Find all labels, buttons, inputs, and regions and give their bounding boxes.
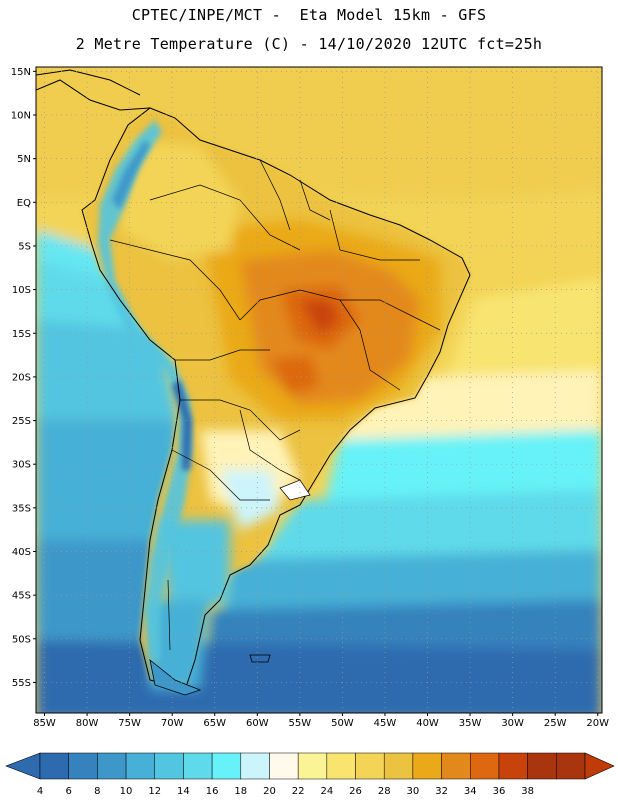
colorbar-swatch xyxy=(527,752,557,780)
map-title-line2: 2 Metre Temperature (C) - 14/10/2020 12U… xyxy=(75,35,543,53)
lat-tick-label: 25S xyxy=(12,416,31,427)
lon-tick-label: 35W xyxy=(459,718,482,729)
lat-tick-label: 45S xyxy=(12,591,31,602)
lat-tick-label: EQ xyxy=(17,198,31,209)
colorbar-swatch xyxy=(498,752,528,780)
lat-tick-label: 50S xyxy=(12,634,31,645)
colorbar-swatch xyxy=(97,752,127,780)
lat-tick-label: 10S xyxy=(12,285,31,296)
lon-tick-label: 40W xyxy=(416,718,439,729)
colorbar-label: 28 xyxy=(378,786,391,797)
colorbar-swatch xyxy=(183,752,213,780)
colorbar-label: 32 xyxy=(435,786,448,797)
colorbar-label: 34 xyxy=(464,786,477,797)
colorbar-label: 12 xyxy=(148,786,161,797)
colorbar-label: 6 xyxy=(65,786,71,797)
colorbar-swatch xyxy=(412,752,442,780)
map-frame xyxy=(35,66,603,714)
latitude-axis: 15N 10N 5N EQ 5S 10S 15S 20S 25S 30S 35S 40S 45S 50S 5… xyxy=(11,67,36,689)
lon-tick-label: 45W xyxy=(374,718,397,729)
colorbar-label: 38 xyxy=(521,786,534,797)
colorbar-right-arrow xyxy=(584,752,615,780)
lon-tick-label: 85W xyxy=(33,718,56,729)
colorbar-swatch xyxy=(68,752,98,780)
colorbar-swatch xyxy=(326,752,356,780)
colorbar-label: 36 xyxy=(493,786,506,797)
lat-tick-label: 30S xyxy=(12,460,31,471)
colorbar-label: 4 xyxy=(37,786,43,797)
colorbar-label: 24 xyxy=(320,786,333,797)
colorbar-swatch xyxy=(355,752,385,780)
colorbar-swatch xyxy=(556,752,586,780)
colorbar-swatch xyxy=(383,752,414,780)
lon-tick-label: 60W xyxy=(246,718,269,729)
colorbar-swatch xyxy=(211,752,242,780)
colorbar-left-arrow xyxy=(5,752,41,780)
colorbar-swatch xyxy=(441,752,471,780)
colorbar-label: 10 xyxy=(120,786,133,797)
lat-tick-label: 55S xyxy=(12,678,31,689)
lon-tick-label: 25W xyxy=(544,718,567,729)
lon-tick-label: 75W xyxy=(118,718,141,729)
colorbar-swatch xyxy=(297,752,328,780)
lon-tick-label: 50W xyxy=(331,718,354,729)
lat-tick-label: 40S xyxy=(12,547,31,558)
lon-tick-label: 65W xyxy=(203,718,226,729)
lat-tick-label: 5S xyxy=(18,241,31,252)
lon-tick-label: 30W xyxy=(501,718,524,729)
colorbar-label: 16 xyxy=(206,786,219,797)
colorbar-swatch xyxy=(39,752,69,780)
colorbar-label: 18 xyxy=(234,786,247,797)
lon-tick-label: 20W xyxy=(586,718,609,729)
lat-tick-label: 20S xyxy=(12,372,31,383)
map-title-line1: CPTEC/INPE/MCT - Eta Model 15km - GFS xyxy=(131,6,487,24)
colorbar-label: 26 xyxy=(349,786,362,797)
lat-tick-label: 5N xyxy=(17,154,31,165)
colorbar-label: 20 xyxy=(263,786,276,797)
lat-tick-label: 15N xyxy=(11,67,31,78)
colorbar-swatch xyxy=(125,752,155,780)
colorbar-swatch xyxy=(269,752,299,780)
colorbar-label: 8 xyxy=(94,786,100,797)
lat-tick-label: 35S xyxy=(12,503,31,514)
lon-tick-label: 70W xyxy=(161,718,184,729)
lat-tick-label: 15S xyxy=(12,329,31,340)
lon-tick-label: 55W xyxy=(289,718,312,729)
lat-tick-label: 10N xyxy=(11,111,31,122)
colorbar-swatch xyxy=(470,752,500,780)
colorbar-label: 30 xyxy=(407,786,420,797)
colorbar-label: 14 xyxy=(177,786,190,797)
colorbar-label: 22 xyxy=(292,786,305,797)
longitude-axis: 85W 80W 75W 70W 65W 60W 55W 50W 45W 40W 35W 30W 25W 2… xyxy=(33,713,609,729)
colorbar-swatch xyxy=(154,752,184,780)
colorbar: 4 6 8 10 12 14 16 18 20 22 24 26 28 30 32 34 36 38 xyxy=(5,752,615,797)
lon-tick-label: 80W xyxy=(76,718,99,729)
colorbar-swatch xyxy=(240,752,270,780)
